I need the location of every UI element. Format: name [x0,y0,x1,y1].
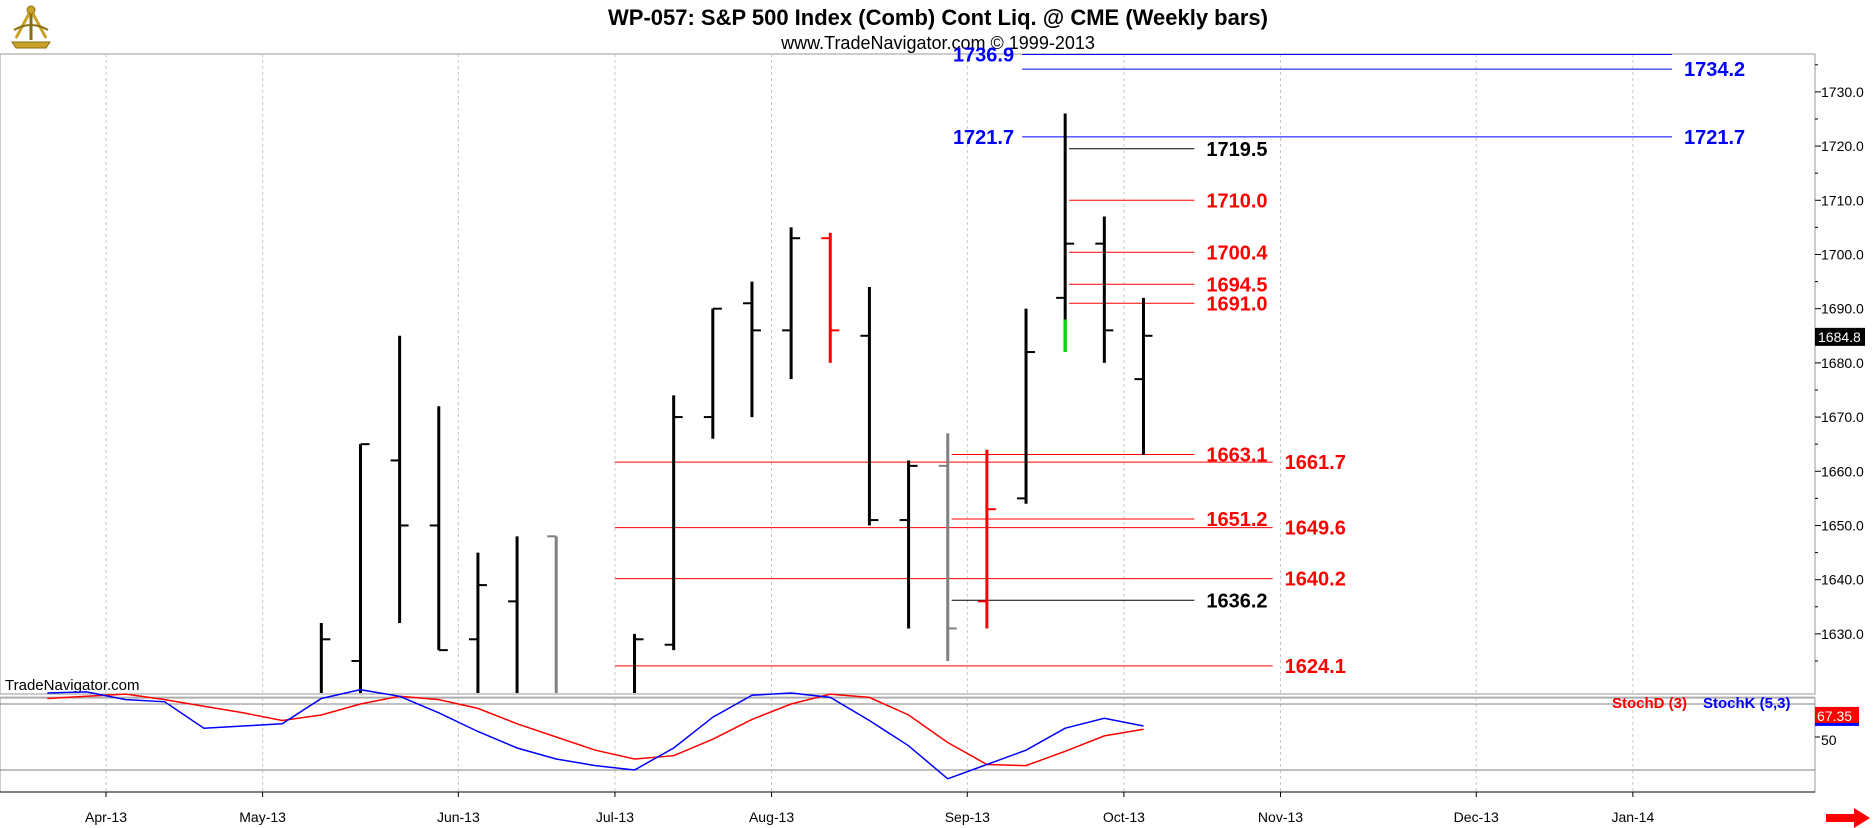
price-gridlines [105,54,1634,694]
level-label: 1691.0 [1206,293,1267,315]
y-tick-label: 50 [1821,732,1837,748]
legend-stochd: StochD (3) [1612,695,1687,712]
x-tick-label: Sep-13 [945,809,990,825]
level-label: 1640.2 [1285,569,1346,591]
last-value-label: 67.35 [1817,708,1852,724]
price-y-axis: 1630.0 1640.0 1650.0 1660.0 1670.0 1680.0 1690… [1815,64,1865,662]
x-tick-label: Jan-14 [1611,809,1654,825]
watermark-text: TradeNavigator.com [5,677,140,694]
level-label: 1736.9 [953,44,1014,66]
price-levels: 1736.9 1734.2 1721.7 1721.7 1719.5 1710.0 1700… [614,44,1745,678]
legend-stochk: StochK (5,3) [1703,695,1791,712]
x-tick-label: May-13 [239,809,286,825]
chart-title: WP-057: S&P 500 Index (Comb) Cont Liq. @… [608,5,1268,30]
level-label: 1734.2 [1684,59,1745,81]
last-value-tag [1815,706,1859,725]
level-label: 1624.1 [1285,656,1346,678]
y-tick-label: 1640.0 [1821,572,1864,588]
logo-icon [11,5,51,49]
y-tick-label: 1670.0 [1821,409,1864,425]
x-tick-label: Nov-13 [1258,809,1303,825]
x-tick-label: Aug-13 [749,809,794,825]
y-tick-label: 1660.0 [1821,463,1864,479]
x-tick-label: Jun-13 [437,809,480,825]
level-label: 1651.2 [1206,509,1267,531]
stochastic-panel: 50 67.35 StochD (3) StochK (5,3) [0,688,1859,793]
y-tick-label: 1650.0 [1821,517,1864,533]
price-panel: 1736.9 1734.2 1721.7 1721.7 1719.5 1710.0 1700… [0,44,1865,695]
stochastic-lines [47,688,1144,780]
x-tick-label: Oct-13 [1103,809,1145,825]
level-label: 1661.7 [1285,452,1346,474]
level-label: 1694.5 [1206,274,1267,296]
header-band [0,0,1876,54]
stochastic-y-axis: 50 67.35 [1815,706,1859,748]
y-tick-label: 1680.0 [1821,355,1864,371]
last-value-tag-blue [1815,722,1859,726]
stochastic-gridlines [0,698,1815,792]
level-label: 1721.7 [1684,127,1745,149]
price-bars [319,113,1153,693]
x-tick-label: Dec-13 [1454,809,1499,825]
y-tick-label: 1630.0 [1821,626,1864,642]
y-tick-label: 1720.0 [1821,138,1864,154]
last-price-label: 1684.8 [1818,329,1861,345]
level-label: 1719.5 [1206,139,1267,161]
y-tick-label: 1710.0 [1821,192,1864,208]
level-label: 1663.1 [1206,444,1267,466]
x-tick-label: Jul-13 [596,809,634,825]
scroll-right-arrow-icon[interactable] [1826,808,1870,828]
chart-subtitle: www.TradeNavigator.com © 1999-2013 [780,33,1095,53]
x-axis: Apr-13 May-13 Jun-13 Jul-13 Aug-13 Sep-13 Oct-… [85,792,1654,825]
stoch-series-line [47,688,1144,780]
x-tick-label: Apr-13 [85,809,127,825]
y-tick-label: 1700.0 [1821,246,1864,262]
level-label: 1710.0 [1206,190,1267,212]
y-tick-label: 1730.0 [1821,84,1864,100]
level-label: 1700.4 [1206,242,1268,264]
level-label: 1649.6 [1285,518,1346,540]
level-label: 1721.7 [953,127,1014,149]
stoch-series-line [47,693,1144,767]
level-label: 1636.2 [1206,590,1267,612]
y-tick-label: 1690.0 [1821,301,1864,317]
last-price-tag [1815,327,1865,346]
stochastic-legend: StochD (3) StochK (5,3) [1612,695,1791,712]
